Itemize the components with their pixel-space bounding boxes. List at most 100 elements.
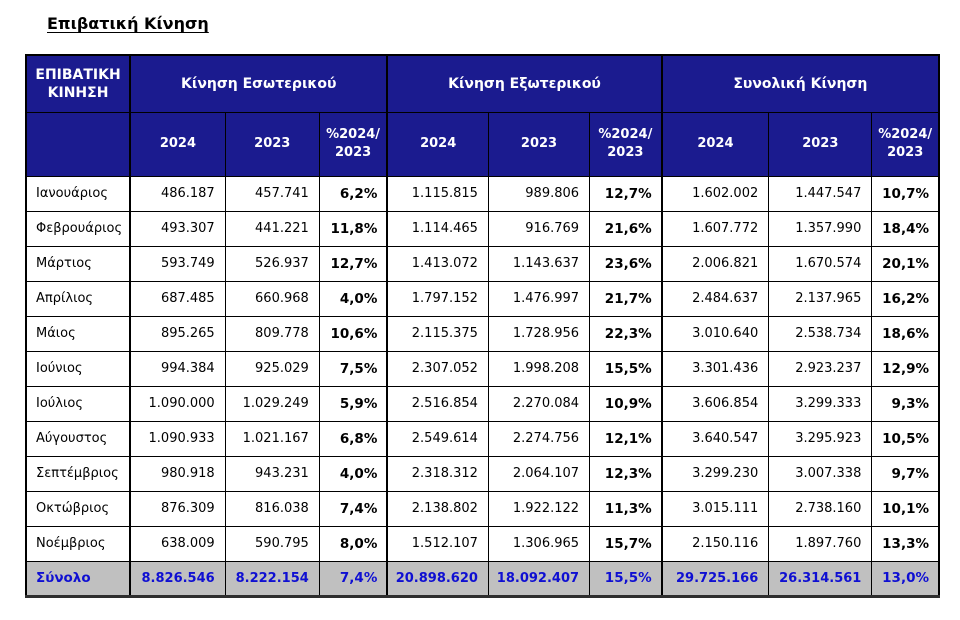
value-cell: 493.307 xyxy=(129,210,226,247)
percent-cell: 12,7% xyxy=(318,245,388,282)
year-header-row: 2024 2023 %2024/ 2023 2024 2023 %2024/ 2… xyxy=(25,111,940,177)
percent-cell: 18,6% xyxy=(871,315,940,352)
value-cell: 8.826.546 xyxy=(129,560,226,597)
value-cell: 2.923.237 xyxy=(768,350,873,387)
value-cell: 876.309 xyxy=(129,490,226,527)
value-cell: 2.138.802 xyxy=(386,490,489,527)
value-cell: 3.299.333 xyxy=(768,385,873,422)
table-row: Σεπτέμβριος 980.918 943.231 4,0% 2.318.312 2.… xyxy=(25,455,940,492)
value-cell: 980.918 xyxy=(129,455,226,492)
group-header-domestic: Κίνηση Εσωτερικού xyxy=(129,54,388,113)
percent-cell: 7,5% xyxy=(318,350,388,387)
value-cell: 1.029.249 xyxy=(224,385,320,422)
value-cell: 20.898.620 xyxy=(386,560,489,597)
value-cell: 1.114.465 xyxy=(386,210,489,247)
percent-cell: 23,6% xyxy=(589,245,663,282)
value-cell: 2.484.637 xyxy=(660,280,770,317)
percent-cell: 20,1% xyxy=(871,245,940,282)
table-header: ΕΠΙΒΑΤΙΚΗ ΚΙΝΗΣΗ Κίνηση Εσωτερικού Κίνησ… xyxy=(25,54,940,177)
value-cell: 895.265 xyxy=(129,315,226,352)
month-cell: Ιούνιος xyxy=(25,350,131,387)
percent-cell: 10,6% xyxy=(318,315,388,352)
year-header-total-2023: 2023 xyxy=(768,111,873,177)
value-cell: 1.728.956 xyxy=(487,315,591,352)
percent-cell: 7,4% xyxy=(318,490,388,527)
corner-empty-cell xyxy=(25,111,131,177)
percent-cell: 13,0% xyxy=(871,560,940,597)
value-cell: 2.549.614 xyxy=(386,420,489,457)
value-cell: 2.318.312 xyxy=(386,455,489,492)
percent-cell: 12,1% xyxy=(589,420,663,457)
percent-cell: 21,6% xyxy=(589,210,663,247)
year-header-total-2024: 2024 xyxy=(660,111,770,177)
percent-cell: 10,9% xyxy=(589,385,663,422)
value-cell: 441.221 xyxy=(224,210,320,247)
value-cell: 3.299.230 xyxy=(660,455,770,492)
month-cell: Μάιος xyxy=(25,315,131,352)
value-cell: 2.307.052 xyxy=(386,350,489,387)
value-cell: 26.314.561 xyxy=(768,560,873,597)
percent-cell: 12,9% xyxy=(871,350,940,387)
percent-cell: 13,3% xyxy=(871,525,940,562)
report-page: Επιβατική Κίνηση ΕΠΙΒΑΤΙΚΗ ΚΙΝΗΣΗ Κίνηση… xyxy=(0,14,960,598)
value-cell: 994.384 xyxy=(129,350,226,387)
value-cell: 3.007.338 xyxy=(768,455,873,492)
value-cell: 1.512.107 xyxy=(386,525,489,562)
year-header-domestic-2023: 2023 xyxy=(224,111,320,177)
table-row: Ιανουάριος 486.187 457.741 6,2% 1.115.815 989… xyxy=(25,175,940,212)
table-row: Ιούλιος 1.090.000 1.029.249 5,9% 2.516.854 2.… xyxy=(25,385,940,422)
group-header-row: ΕΠΙΒΑΤΙΚΗ ΚΙΝΗΣΗ Κίνηση Εσωτερικού Κίνησ… xyxy=(25,54,940,113)
value-cell: 1.602.002 xyxy=(660,175,770,212)
value-cell: 1.897.760 xyxy=(768,525,873,562)
value-cell: 809.778 xyxy=(224,315,320,352)
value-cell: 2.516.854 xyxy=(386,385,489,422)
value-cell: 1.998.208 xyxy=(487,350,591,387)
percent-cell: 12,7% xyxy=(589,175,663,212)
percent-cell: 9,7% xyxy=(871,455,940,492)
value-cell: 593.749 xyxy=(129,245,226,282)
value-cell: 687.485 xyxy=(129,280,226,317)
month-cell: Φεβρουάριος xyxy=(25,210,131,247)
value-cell: 2.115.375 xyxy=(386,315,489,352)
year-header-international-2024: 2024 xyxy=(386,111,489,177)
value-cell: 3.606.854 xyxy=(660,385,770,422)
percent-cell: 10,7% xyxy=(871,175,940,212)
percent-cell: 10,5% xyxy=(871,420,940,457)
value-cell: 1.797.152 xyxy=(386,280,489,317)
value-cell: 486.187 xyxy=(129,175,226,212)
percent-cell: 15,7% xyxy=(589,525,663,562)
table-row: Φεβρουάριος 493.307 441.221 11,8% 1.114.465 9… xyxy=(25,210,940,247)
value-cell: 1.922.122 xyxy=(487,490,591,527)
value-cell: 925.029 xyxy=(224,350,320,387)
percent-cell: 18,4% xyxy=(871,210,940,247)
month-cell: Απρίλιος xyxy=(25,280,131,317)
corner-header: ΕΠΙΒΑΤΙΚΗ ΚΙΝΗΣΗ xyxy=(25,54,131,113)
percent-cell: 21,7% xyxy=(589,280,663,317)
year-header-international-pct: %2024/ 2023 xyxy=(589,111,663,177)
value-cell: 2.064.107 xyxy=(487,455,591,492)
value-cell: 8.222.154 xyxy=(224,560,320,597)
value-cell: 2.006.821 xyxy=(660,245,770,282)
value-cell: 1.476.997 xyxy=(487,280,591,317)
value-cell: 526.937 xyxy=(224,245,320,282)
table-body: Ιανουάριος 486.187 457.741 6,2% 1.115.815 989… xyxy=(25,175,940,597)
month-cell: Ιούλιος xyxy=(25,385,131,422)
value-cell: 590.795 xyxy=(224,525,320,562)
value-cell: 1.090.933 xyxy=(129,420,226,457)
table-row: Μάρτιος 593.749 526.937 12,7% 1.413.072 1.143… xyxy=(25,245,940,282)
passenger-traffic-table: ΕΠΙΒΑΤΙΚΗ ΚΙΝΗΣΗ Κίνηση Εσωτερικού Κίνησ… xyxy=(25,54,940,598)
group-header-international: Κίνηση Εξωτερικού xyxy=(386,54,663,113)
value-cell: 1.447.547 xyxy=(768,175,873,212)
value-cell: 2.738.160 xyxy=(768,490,873,527)
table-row: Νοέμβριος 638.009 590.795 8,0% 1.512.107 1.30… xyxy=(25,525,940,562)
page-title: Επιβατική Κίνηση xyxy=(47,14,209,33)
percent-cell: 15,5% xyxy=(589,560,663,597)
percent-cell: 22,3% xyxy=(589,315,663,352)
percent-cell: 10,1% xyxy=(871,490,940,527)
month-cell: Ιανουάριος xyxy=(25,175,131,212)
percent-cell: 5,9% xyxy=(318,385,388,422)
value-cell: 18.092.407 xyxy=(487,560,591,597)
value-cell: 1.090.000 xyxy=(129,385,226,422)
month-cell: Μάρτιος xyxy=(25,245,131,282)
value-cell: 660.968 xyxy=(224,280,320,317)
